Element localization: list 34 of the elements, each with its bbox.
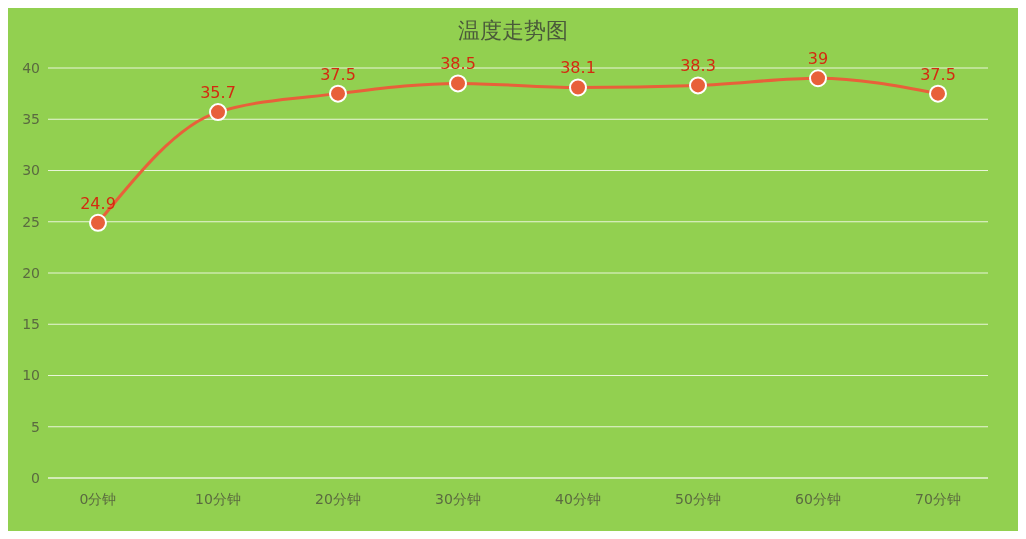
y-tick-label: 5 <box>31 418 40 435</box>
y-tick-label: 35 <box>22 111 40 128</box>
chart-title: 温度走势图 <box>457 17 569 45</box>
point <box>209 103 227 122</box>
x-tick-label: 10分钟 <box>195 490 241 507</box>
x-tick-label: 50分钟 <box>675 490 721 507</box>
x-tick-label: 0分钟 <box>79 490 117 507</box>
x-tick-label: 60分钟 <box>795 490 841 507</box>
data-label: 39 <box>807 49 829 69</box>
y-tick-label: 30 <box>22 162 40 179</box>
y-tick-label: 10 <box>22 367 40 384</box>
x-tick-label: 70分钟 <box>915 490 961 507</box>
data-label: 35.7 <box>200 83 236 103</box>
y-tick-label: 0 <box>31 469 40 486</box>
x-tick-label: 40分钟 <box>555 490 601 507</box>
x-tick-label: 20分钟 <box>315 490 361 507</box>
point <box>929 84 947 103</box>
y-tick-label: 25 <box>22 213 40 230</box>
point <box>89 213 107 232</box>
point <box>329 84 347 103</box>
data-label: 37.5 <box>920 64 956 84</box>
data-label: 37.5 <box>320 64 356 84</box>
y-tick-label: 40 <box>22 59 40 76</box>
point <box>809 69 827 88</box>
y-tick-label: 20 <box>22 264 40 281</box>
data-label: 24.9 <box>80 193 116 213</box>
data-label: 38.3 <box>680 56 716 76</box>
point <box>569 78 587 97</box>
x-tick-label: 30分钟 <box>435 490 481 507</box>
y-tick-label: 15 <box>22 316 40 333</box>
data-label: 38.5 <box>440 54 476 74</box>
point <box>449 74 467 93</box>
data-label: 38.1 <box>560 58 596 78</box>
point <box>689 76 707 95</box>
